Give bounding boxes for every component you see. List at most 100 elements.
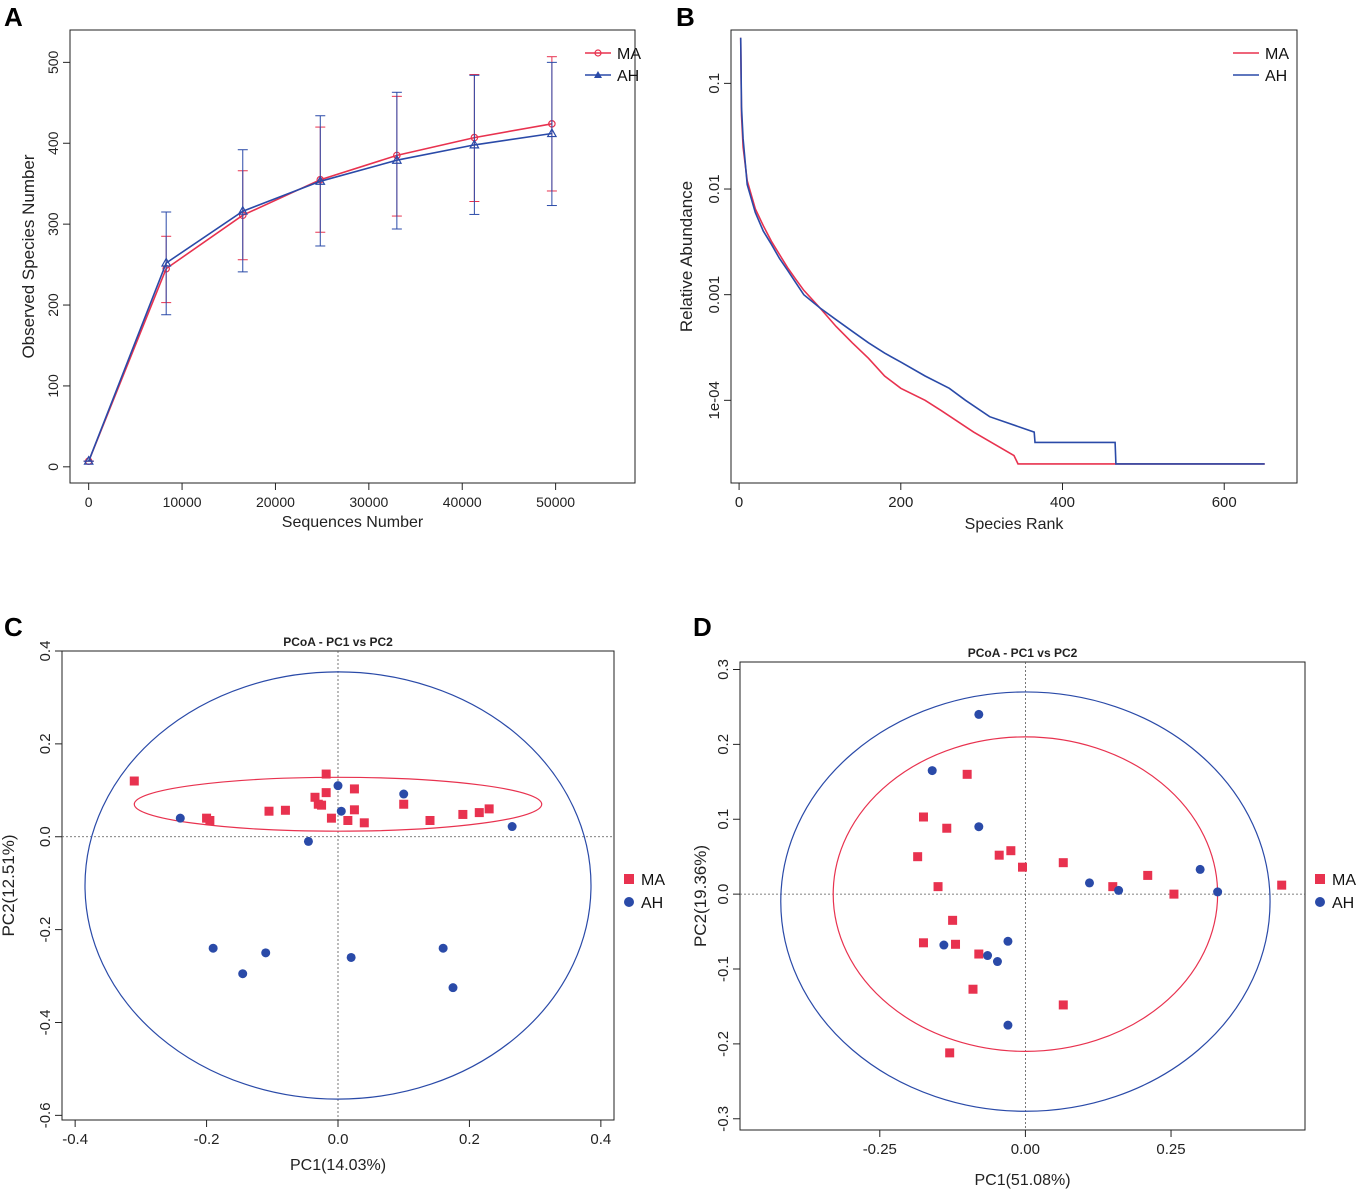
ellipse-ah [84,671,592,1100]
data-point [994,850,1004,860]
y-tick-label: -0.3 [715,1106,732,1132]
data-point [83,455,94,465]
y-tick-label: 300 [45,212,61,236]
y-tick-label: -0.1 [715,956,732,982]
legend-label-ma: MA [641,872,665,889]
data-point [974,822,984,832]
x-tick-label: 0 [85,494,93,510]
legend-label-ah: AH [617,68,639,85]
data-point [399,789,409,799]
data-point [280,805,290,815]
y-tick-label: 0.4 [37,641,54,662]
legend-label-ma: MA [1332,872,1356,889]
data-point [1114,885,1124,895]
data-point [315,175,326,185]
y-tick-label: 200 [45,293,61,317]
x-tick-label: 200 [888,494,913,511]
data-point [1058,1000,1068,1010]
data-point [238,969,248,979]
plot-box [730,29,1298,484]
x-tick-label: 40000 [443,494,482,510]
x-tick-label: 0 [735,494,743,511]
y-tick-label: 0.2 [37,733,54,754]
data-point [974,949,984,959]
data-point [962,769,972,779]
data-point [205,815,215,825]
data-point [1018,862,1027,872]
x-tick-label: -0.25 [863,1141,897,1158]
x-tick-label: 0.2 [459,1131,480,1148]
x-axis-label: Species Rank [965,516,1065,533]
data-point [983,951,993,961]
series-ma [129,769,494,828]
y-axis-label: Relative Abundance [677,181,696,332]
data-point [1213,887,1223,897]
y-tick-label: -0.4 [37,1010,54,1036]
data-point [349,784,359,794]
y-tick-label: 0.0 [37,826,54,847]
data-point [507,822,517,832]
y-tick-label: 0.1 [715,809,732,830]
panel-c-letter: C [4,612,23,642]
data-point [208,943,218,953]
data-point [1195,864,1205,874]
data-point [264,806,274,816]
y-tick-label: 0.0 [715,884,732,905]
y-axis-label: PC2(19.36%) [691,845,710,947]
legend-label-ah: AH [1332,895,1354,912]
data-point [458,809,468,819]
legend-marker-ma [594,49,602,57]
data-point [968,984,978,994]
data-point [359,818,369,828]
data-point [933,882,943,892]
data-point [951,939,961,949]
data-point [942,823,952,833]
panel-d-letter: D [693,612,712,642]
data-point [326,813,336,823]
x-tick-label: 600 [1212,494,1237,511]
data-point [918,938,928,948]
data-point [333,781,343,791]
data-point [399,799,409,809]
y-axis-label: Observed Species Number [19,154,38,358]
x-tick-label: 400 [1050,494,1075,511]
data-point [918,812,928,822]
chart-title: PCoA - PC1 vs PC2 [283,635,393,649]
ellipse-ma [133,776,543,832]
legend-marker-ah [624,897,634,907]
x-tick-label: -0.2 [194,1131,220,1148]
data-point [974,709,984,719]
y-tick-label: 0.3 [715,659,732,680]
data-point [1143,870,1153,880]
data-point [303,836,313,846]
x-tick-label: 50000 [536,494,575,510]
y-tick-label: 1e-04 [706,381,723,419]
plot-box [739,661,1306,1131]
data-point [160,257,172,267]
y-tick-label: 0.1 [706,73,723,94]
data-point [1084,878,1094,888]
y-axis-label: PC2(12.51%) [0,834,18,936]
y-tick-label: -0.6 [37,1102,54,1128]
x-axis-label: PC1(14.03%) [290,1157,386,1174]
panel-a: A 0 10000 20000 30000 40000 50000 0 100 200 300 40… [4,2,641,531]
panel-a-letter: A [4,2,23,32]
data-point [425,815,435,825]
data-point [927,766,937,776]
data-point [391,154,403,164]
legend-marker-ah [1315,897,1325,907]
legend-label-ma: MA [1265,46,1289,63]
x-axis-label: PC1(51.08%) [974,1172,1070,1189]
data-point [448,983,458,993]
y-tick-label: 0 [45,463,61,471]
y-tick-label: 0.001 [706,276,723,314]
series-ah [927,709,1223,1030]
x-axis-label: Sequences Number [282,514,424,531]
y-tick-label: 400 [45,131,61,155]
panel-d: D -0.25 0.00 0.25 -0.3 -0.2 -0.1 0.0 0.1 0.2 0.3 P… [691,612,1356,1189]
data-point [1058,858,1068,868]
y-tick-label: 0.01 [706,174,723,203]
y-tick-label: 0.2 [715,734,732,755]
legend-marker-ah [594,71,602,78]
